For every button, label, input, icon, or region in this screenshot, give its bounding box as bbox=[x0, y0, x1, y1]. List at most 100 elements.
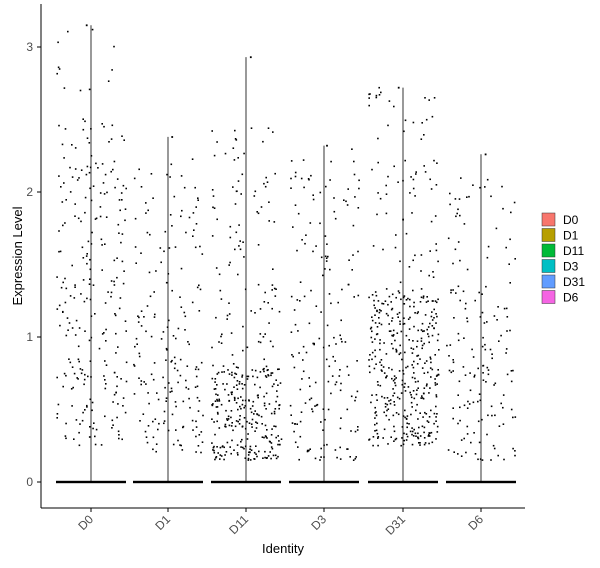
data-point bbox=[486, 366, 489, 369]
data-point bbox=[401, 358, 403, 361]
data-point bbox=[410, 394, 412, 396]
data-point bbox=[195, 426, 198, 428]
data-point bbox=[259, 371, 262, 373]
data-point bbox=[218, 341, 220, 343]
data-point bbox=[478, 441, 481, 444]
data-point bbox=[424, 362, 426, 364]
data-point bbox=[221, 371, 223, 373]
data-point bbox=[215, 406, 218, 408]
data-point bbox=[481, 293, 483, 295]
data-point bbox=[58, 175, 60, 177]
data-point bbox=[220, 335, 222, 338]
data-point bbox=[165, 347, 168, 350]
data-point bbox=[423, 392, 425, 395]
data-point bbox=[231, 371, 233, 374]
data-point bbox=[433, 97, 436, 99]
data-point bbox=[426, 420, 429, 422]
data-point bbox=[452, 262, 454, 265]
data-point bbox=[175, 405, 177, 408]
data-point bbox=[387, 124, 389, 127]
data-point bbox=[429, 387, 431, 389]
data-point bbox=[249, 407, 252, 410]
data-point bbox=[332, 355, 334, 358]
data-point bbox=[452, 407, 454, 409]
data-point bbox=[403, 317, 405, 319]
data-point bbox=[435, 184, 438, 186]
data-point bbox=[235, 366, 238, 368]
data-point bbox=[387, 408, 390, 410]
data-point bbox=[256, 422, 259, 424]
data-point bbox=[376, 432, 379, 435]
data-point-max bbox=[171, 136, 174, 138]
data-point bbox=[105, 216, 108, 218]
data-point bbox=[103, 375, 105, 377]
data-point bbox=[138, 355, 141, 358]
data-point bbox=[229, 261, 231, 264]
data-point bbox=[59, 250, 62, 253]
data-point bbox=[403, 386, 406, 388]
data-point bbox=[319, 191, 322, 194]
data-point bbox=[267, 455, 270, 457]
data-point bbox=[408, 339, 410, 341]
data-point bbox=[275, 436, 277, 439]
data-point bbox=[380, 359, 383, 361]
data-point bbox=[89, 187, 91, 190]
data-point bbox=[277, 443, 279, 446]
data-point bbox=[154, 313, 156, 316]
data-point bbox=[411, 352, 414, 354]
data-point bbox=[158, 422, 160, 425]
data-point bbox=[383, 372, 386, 374]
data-point bbox=[389, 330, 392, 332]
data-point bbox=[410, 413, 412, 416]
data-point bbox=[388, 323, 390, 325]
data-point bbox=[220, 403, 223, 406]
data-point bbox=[407, 297, 409, 300]
data-point bbox=[247, 375, 250, 378]
data-point bbox=[192, 212, 195, 214]
data-point bbox=[227, 369, 229, 371]
data-point bbox=[420, 138, 423, 140]
data-point bbox=[404, 119, 407, 122]
data-point bbox=[322, 408, 325, 410]
data-point bbox=[325, 358, 328, 361]
data-point bbox=[354, 457, 357, 460]
data-point bbox=[356, 429, 359, 431]
data-point bbox=[247, 433, 249, 435]
data-point bbox=[325, 185, 327, 188]
data-point bbox=[414, 432, 417, 435]
data-point bbox=[324, 268, 326, 270]
data-point bbox=[374, 338, 376, 340]
data-point bbox=[358, 187, 360, 190]
data-point bbox=[427, 435, 430, 437]
data-point bbox=[119, 297, 122, 299]
data-point bbox=[468, 403, 471, 405]
data-point bbox=[171, 390, 173, 393]
data-point bbox=[335, 343, 337, 345]
data-point bbox=[263, 404, 266, 407]
data-point bbox=[237, 397, 239, 400]
data-point bbox=[382, 303, 385, 305]
data-point bbox=[357, 294, 360, 297]
data-point bbox=[91, 231, 93, 234]
data-point bbox=[121, 260, 124, 263]
data-point bbox=[392, 379, 395, 382]
data-point-max bbox=[85, 24, 88, 27]
data-point bbox=[435, 301, 438, 304]
data-point bbox=[312, 342, 314, 345]
data-point bbox=[414, 195, 416, 197]
data-point bbox=[122, 397, 125, 399]
data-point bbox=[248, 399, 250, 401]
data-point bbox=[202, 414, 204, 417]
data-point bbox=[424, 97, 426, 99]
data-point bbox=[104, 173, 107, 176]
data-point bbox=[374, 423, 376, 426]
data-point bbox=[95, 217, 98, 220]
data-point bbox=[487, 373, 490, 376]
data-point bbox=[494, 414, 496, 417]
data-point bbox=[199, 288, 202, 291]
data-point bbox=[248, 451, 250, 454]
data-point bbox=[502, 423, 505, 425]
data-point bbox=[150, 335, 153, 338]
data-point bbox=[406, 422, 408, 425]
data-point bbox=[490, 459, 492, 461]
